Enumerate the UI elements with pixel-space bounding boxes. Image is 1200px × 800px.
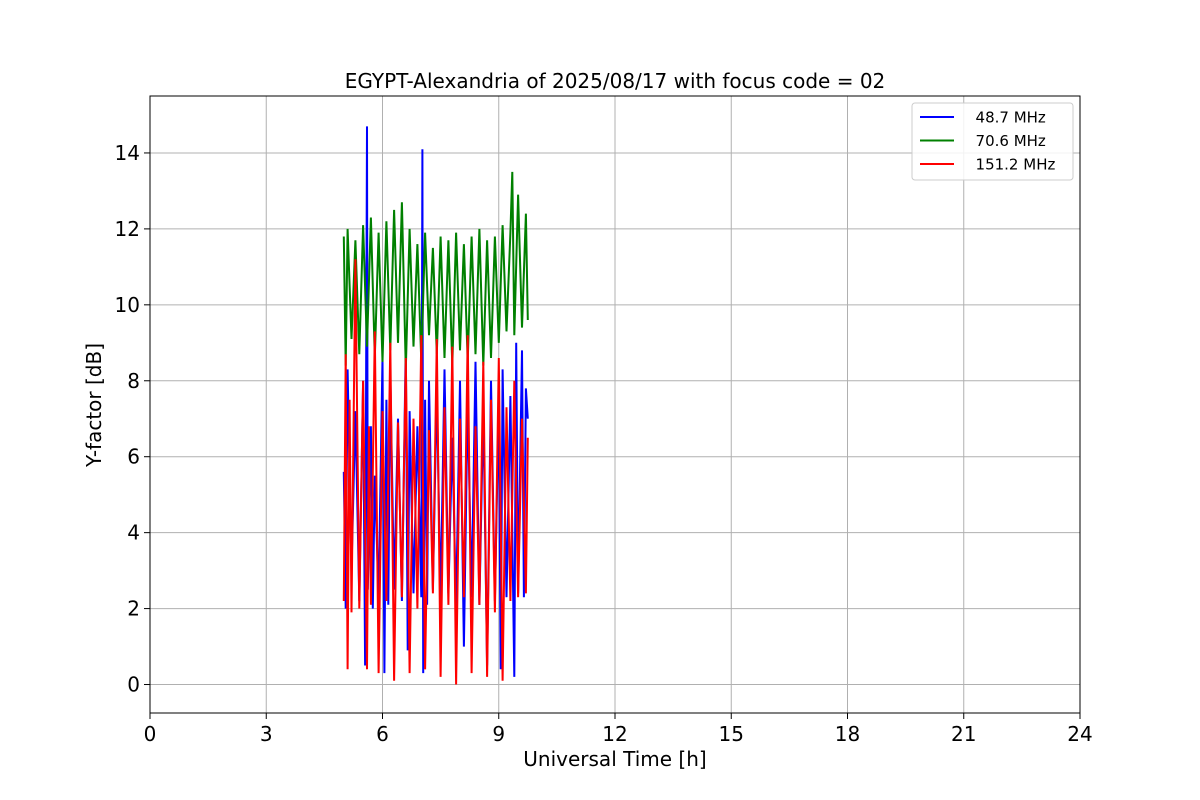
chart-title: EGYPT-Alexandria of 2025/08/17 with focu… <box>345 69 886 93</box>
y-tick-label: 2 <box>127 597 140 621</box>
x-tick-label: 0 <box>144 722 157 746</box>
x-tick-label: 3 <box>260 722 273 746</box>
y-tick-label: 14 <box>115 141 140 165</box>
y-tick-label: 12 <box>115 217 140 241</box>
y-tick-label: 6 <box>127 445 140 469</box>
series-line-1 <box>342 126 529 677</box>
grid-lines <box>149 96 1081 713</box>
series-line-3 <box>342 259 529 685</box>
x-tick-label: 24 <box>1067 722 1092 746</box>
series-layer <box>342 126 529 685</box>
legend: 48.7 MHz 70.6 MHz 151.2 MHz <box>911 102 1074 181</box>
legend-label: 70.6 MHz <box>966 132 1046 150</box>
x-tick-label: 9 <box>492 722 505 746</box>
x-tick-label: 6 <box>376 722 389 746</box>
x-tick-label: 15 <box>719 722 744 746</box>
legend-box <box>911 102 1074 181</box>
x-tick-label: 18 <box>835 722 860 746</box>
x-tick-label: 21 <box>951 722 976 746</box>
x-tick-label: 12 <box>602 722 627 746</box>
y-tick-label: 4 <box>127 521 140 545</box>
y-axis-label: Y-factor [dB] <box>82 343 106 468</box>
legend-label: 48.7 MHz <box>966 109 1046 127</box>
y-tick-label: 10 <box>115 293 140 317</box>
legend-label: 151.2 MHz <box>966 156 1055 174</box>
y-tick-label: 8 <box>127 369 140 393</box>
y-tick-label: 0 <box>127 673 140 697</box>
x-axis-label: Universal Time [h] <box>523 747 706 771</box>
